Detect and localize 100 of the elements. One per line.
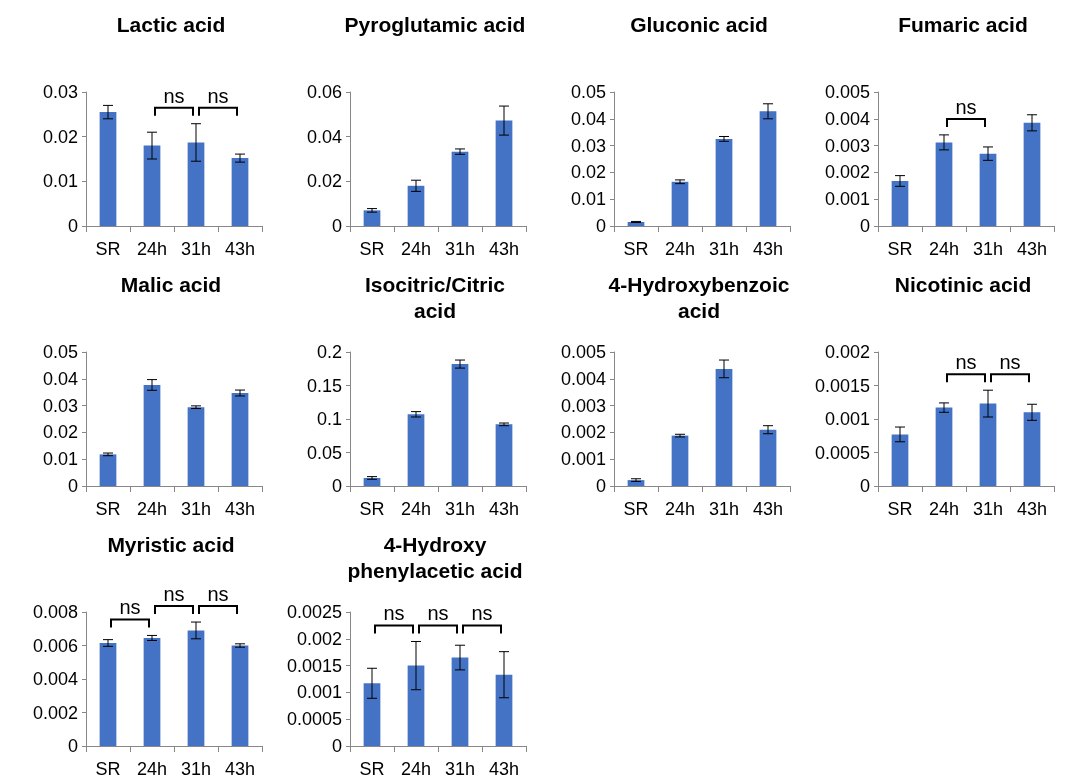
y-tick-label: 0.02: [570, 162, 606, 183]
annotation: ns: [955, 351, 977, 374]
bar: [935, 407, 953, 486]
y-tick-label: 0.001: [824, 409, 870, 429]
y-tick-label: 0.005: [824, 82, 870, 102]
bar: [363, 210, 381, 226]
y-tick-label: 0.001: [824, 189, 870, 210]
bar: [143, 637, 161, 746]
y-tick-label: 0.04: [570, 108, 606, 129]
annotation: ns: [163, 84, 185, 107]
x-tick-label: 24h: [664, 499, 696, 519]
y-tick-label: 0.2: [316, 342, 342, 362]
y-tick-label: 0.005: [560, 342, 606, 362]
chart-title: Gluconic acid: [630, 12, 768, 38]
y-tick-label: 0: [67, 216, 78, 236]
y-tick-label: 0.02: [42, 126, 78, 147]
y-tick-label: 0.05: [42, 342, 78, 362]
chart-title: Malic acid: [120, 272, 222, 298]
bar: [759, 429, 777, 486]
bar: [187, 407, 205, 486]
bar: [143, 384, 161, 486]
y-tick-label: 0.03: [42, 82, 78, 102]
bar: [1023, 412, 1041, 486]
y-tick-label: 0.04: [42, 368, 78, 389]
x-tick-label: SR: [95, 239, 121, 259]
x-tick-label: 24h: [400, 759, 432, 779]
y-tick-label: 0: [595, 216, 606, 236]
annotation: ns: [955, 95, 977, 118]
y-tick-label: 0: [331, 476, 342, 496]
bar: [407, 185, 425, 226]
x-tick-label: SR: [359, 499, 385, 519]
x-tick-label: 43h: [224, 239, 256, 259]
y-tick-label: 0.0025: [286, 602, 342, 622]
x-tick-label: 31h: [180, 759, 212, 779]
bar: [935, 142, 953, 226]
bar: [231, 393, 249, 486]
x-tick-label: 31h: [444, 239, 476, 259]
bar: [979, 153, 997, 226]
y-tick-label: 0.01: [570, 189, 606, 210]
x-tick-label: 43h: [752, 499, 784, 519]
bar: [451, 657, 469, 746]
y-tick-label: 0.03: [570, 135, 606, 156]
chart-title: Myristic acid: [107, 532, 235, 558]
x-tick-label: 43h: [1016, 499, 1048, 519]
bar: [715, 368, 733, 486]
bar: [99, 642, 117, 746]
bar: [451, 364, 469, 486]
bar: [407, 665, 425, 746]
bar: [891, 180, 909, 226]
y-tick-label: 0.0005: [286, 709, 342, 730]
x-tick-label: SR: [359, 239, 385, 259]
x-tick-label: SR: [95, 499, 121, 519]
y-tick-label: 0.01: [42, 171, 78, 192]
y-tick-label: 0.01: [42, 449, 78, 470]
x-tick-label: 24h: [400, 239, 432, 259]
y-tick-label: 0.002: [824, 162, 870, 183]
y-tick-label: 0: [595, 476, 606, 496]
bar: [759, 111, 777, 226]
text: ns: [163, 583, 185, 606]
x-tick-label: 31h: [180, 239, 212, 259]
y-tick-label: 0.006: [32, 635, 78, 656]
annotation: ns: [119, 596, 141, 619]
x-tick-label: 24h: [928, 239, 960, 259]
x-tick-label: 31h: [180, 499, 212, 519]
annotation: ns: [427, 602, 449, 625]
annotation: ns: [471, 602, 493, 625]
x-tick-label: 43h: [1016, 239, 1048, 259]
y-tick-label: 0.004: [560, 368, 606, 389]
y-tick-label: 0.0005: [814, 442, 870, 463]
y-tick-label: 0.003: [560, 395, 606, 416]
bar: [715, 138, 733, 226]
x-tick-label: 31h: [972, 239, 1004, 259]
y-tick-label: 0.02: [306, 171, 342, 192]
x-tick-label: 31h: [444, 759, 476, 779]
x-tick-label: 43h: [224, 759, 256, 779]
y-tick-label: 0: [859, 476, 870, 496]
annotation: ns: [383, 602, 405, 625]
y-tick-label: 0.001: [560, 449, 606, 470]
x-tick-label: SR: [887, 499, 913, 519]
bar: [143, 145, 161, 226]
x-tick-label: 24h: [136, 499, 168, 519]
chart-title: 4-Hydroxybenzoic acid: [607, 272, 791, 324]
x-tick-label: SR: [623, 499, 649, 519]
text: ns: [207, 583, 229, 606]
y-tick-label: 0.1: [316, 409, 342, 429]
y-tick-label: 0: [67, 736, 78, 756]
chart-title: Nicotinic acid: [894, 272, 1032, 298]
bar: [495, 424, 513, 486]
x-tick-label: 24h: [400, 499, 432, 519]
x-tick-label: 43h: [488, 759, 520, 779]
y-tick-label: 0: [859, 216, 870, 236]
bar: [407, 414, 425, 486]
y-tick-label: 0.008: [32, 602, 78, 622]
y-tick-label: 0.06: [306, 82, 342, 102]
y-tick-label: 0.002: [296, 628, 342, 649]
y-tick-label: 0.02: [42, 422, 78, 443]
chart-title: Lactic acid: [116, 12, 226, 38]
x-tick-label: 43h: [752, 239, 784, 259]
annotation: ns: [207, 84, 229, 107]
y-tick-label: 0.04: [306, 126, 342, 147]
